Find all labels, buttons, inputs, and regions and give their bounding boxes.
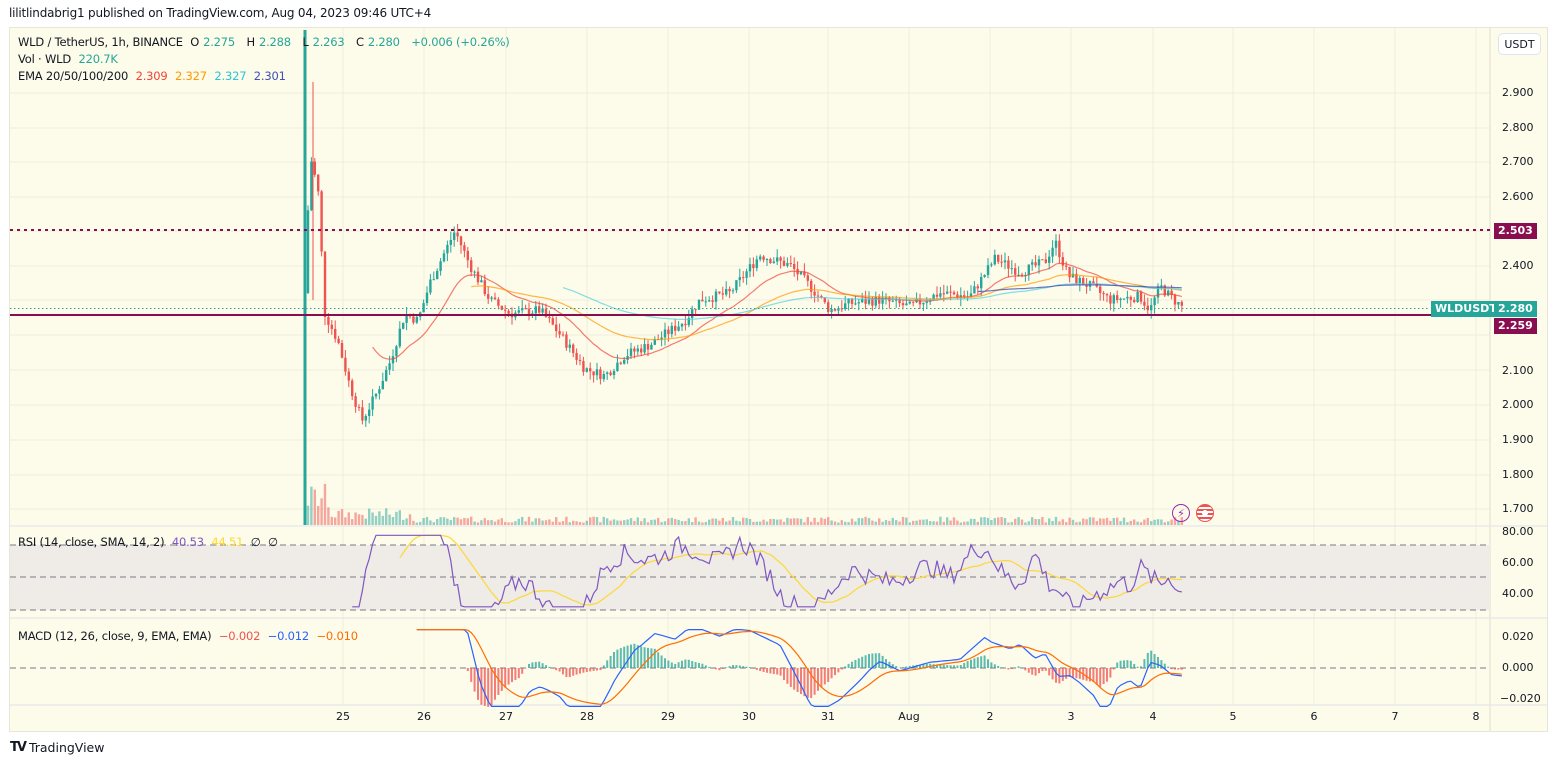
ema100-value: 2.327 xyxy=(214,69,247,83)
publisher-line: lilitlindabrig1 published on TradingView… xyxy=(9,6,432,20)
date-axis-label: 29 xyxy=(661,710,675,723)
chart-frame xyxy=(9,27,1548,732)
last-price-tag: 2.280 xyxy=(1494,301,1537,317)
ohlc-low: L 2.263 xyxy=(302,35,345,49)
date-axis-label: 26 xyxy=(417,710,431,723)
symbol-title: WLD / TetherUS, 1h, BINANCE xyxy=(18,35,183,49)
macd-hist-value: −0.002 xyxy=(218,629,261,643)
date-axis-label: Aug xyxy=(898,710,920,723)
tradingview-mark-icon: TV xyxy=(10,740,27,755)
symbol-legend: WLD / TetherUS, 1h, BINANCE O 2.275 H 2.28… xyxy=(18,35,514,49)
ema-legend: EMA 20/50/100/200 2.309 2.327 2.327 2.30… xyxy=(18,69,286,83)
macd-value: −0.012 xyxy=(267,629,310,643)
tradingview-logo[interactable]: TV TradingView xyxy=(10,740,105,755)
ohlc-close: C 2.280 xyxy=(355,35,400,49)
price-axis-label: 2.400 xyxy=(1502,259,1534,272)
macd-legend: MACD (12, 26, close, 9, EMA, EMA) −0.002… xyxy=(18,629,359,643)
rsi-sma-value: 44.51 xyxy=(211,535,244,549)
macd-signal-value: −0.010 xyxy=(316,629,359,643)
date-axis-label: 8 xyxy=(1472,710,1480,723)
date-axis-label: 2 xyxy=(986,710,994,723)
date-axis-label: 3 xyxy=(1067,710,1075,723)
price-axis-label: 2.800 xyxy=(1502,121,1534,134)
rsi-axis-label: 80.00 xyxy=(1502,525,1534,538)
price-axis-label: 1.700 xyxy=(1502,502,1534,515)
price-axis-label: 2.900 xyxy=(1502,86,1534,99)
date-axis-label: 25 xyxy=(336,710,350,723)
date-axis-label: 31 xyxy=(821,710,835,723)
macd-axis-label: 0.000 xyxy=(1502,661,1534,674)
symbol-name-tag: WLDUSDT xyxy=(1431,301,1501,317)
ohlc-high: H 2.288 xyxy=(246,35,292,49)
price-axis-label: 1.900 xyxy=(1502,433,1534,446)
ema20-value: 2.309 xyxy=(135,69,168,83)
volume-legend: Vol · WLD 220.7K xyxy=(18,52,118,66)
ema200-value: 2.301 xyxy=(253,69,286,83)
date-axis-label: 30 xyxy=(742,710,756,723)
date-axis-label: 27 xyxy=(499,710,513,723)
macd-axis-label: −0.020 xyxy=(1500,692,1541,705)
support-price-tag: 2.259 xyxy=(1494,318,1537,334)
rsi-axis-label: 60.00 xyxy=(1502,556,1534,569)
rsi-legend: RSI (14, close, SMA, 14, 2) 40.53 44.51 … xyxy=(18,535,278,549)
resistance-price-tag: 2.503 xyxy=(1494,223,1537,239)
price-axis-label: 2.600 xyxy=(1502,190,1534,203)
ema50-value: 2.327 xyxy=(174,69,207,83)
date-axis-label: 5 xyxy=(1229,710,1237,723)
price-axis-label: 2.100 xyxy=(1502,364,1534,377)
rsi-axis-label: 40.00 xyxy=(1502,587,1534,600)
rsi-value: 40.53 xyxy=(171,535,204,549)
price-axis-label: 2.000 xyxy=(1502,398,1534,411)
date-axis-label: 7 xyxy=(1391,710,1399,723)
us-flag-event-icon[interactable] xyxy=(1196,504,1214,522)
price-change: +0.006 (+0.26%) xyxy=(411,35,510,49)
lightning-event-icon[interactable]: ⚡ xyxy=(1172,504,1190,522)
price-axis-label: 2.700 xyxy=(1502,155,1534,168)
currency-button[interactable]: USDT xyxy=(1498,33,1541,55)
macd-axis-label: 0.020 xyxy=(1502,630,1534,643)
ohlc-open: O 2.275 xyxy=(190,35,236,49)
date-axis-label: 6 xyxy=(1310,710,1318,723)
date-axis-label: 4 xyxy=(1149,710,1157,723)
date-axis-label: 28 xyxy=(580,710,594,723)
volume-value: 220.7K xyxy=(78,52,118,66)
price-axis-label: 1.800 xyxy=(1502,468,1534,481)
